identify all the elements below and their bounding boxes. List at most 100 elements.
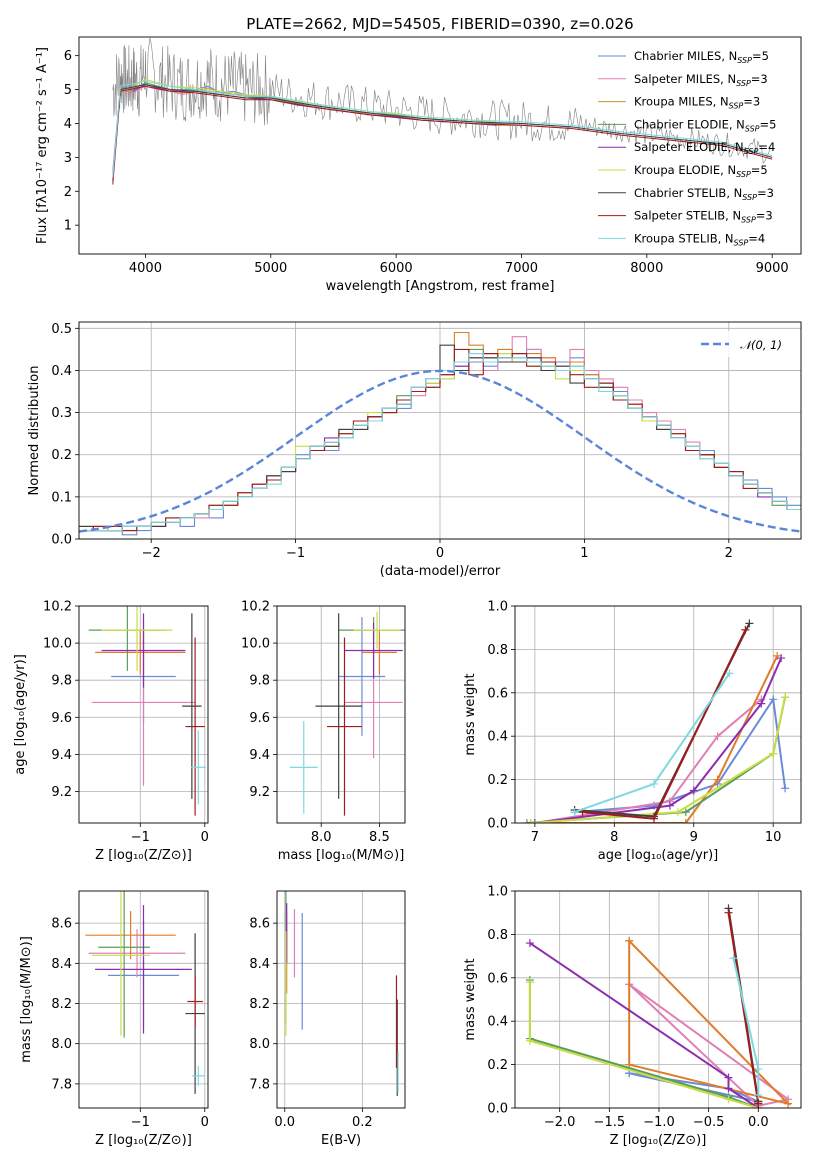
y-tick-label: 6 <box>64 49 72 64</box>
legend-label-count: =3 <box>757 186 774 200</box>
legend-label: Kroupa ELODIE, NSSP=5 <box>634 163 768 179</box>
mass-weight-marker <box>525 978 534 987</box>
mass-weight-marker <box>784 1099 793 1108</box>
plot-area <box>112 37 773 185</box>
axes-frame <box>514 890 802 1109</box>
errorbar-point <box>344 622 403 679</box>
mass-weight-line <box>628 940 792 1106</box>
mass-weight-marker <box>681 819 690 823</box>
x-tick-label: −1.5 <box>594 1115 626 1130</box>
y-tick-label: 0.2 <box>487 773 508 788</box>
mass-weight-marker <box>525 1036 534 1045</box>
mass-weight-marker <box>777 654 786 663</box>
mass-weight-marker <box>724 1095 733 1104</box>
panel-mass_vs_Z: −1 0 7.8 8.0 8.2 8.4 8.6 Z [log₁₀(Z/Z⊙)] mass [l… <box>19 890 209 1148</box>
plot-area <box>88 606 207 816</box>
legend-label-text: Salpeter ELODIE, N <box>634 140 744 154</box>
y-tick-label: 7.8 <box>51 1077 72 1092</box>
legend-label-count: =3 <box>751 72 768 86</box>
errorbar-point <box>88 929 186 978</box>
legend-label: Kroupa STELIB, NSSP=4 <box>634 231 765 247</box>
legend-label-count: =4 <box>758 140 775 154</box>
plot-area <box>525 904 793 1108</box>
plot-area <box>289 611 405 816</box>
x-tick-label: 0.0 <box>274 1115 295 1130</box>
y-tick-label: 9.8 <box>249 674 270 689</box>
legend: 𝒩(0, 1) <box>690 331 794 357</box>
y-axis-label: mass weight <box>463 673 478 755</box>
axes-frame <box>514 605 802 824</box>
errorbar-point <box>315 613 362 799</box>
y-tick-label: 0.0 <box>487 1102 508 1117</box>
figure-title: PLATE=2662, MJD=54505, FIBERID=0390, z=0… <box>246 15 633 33</box>
gaussian-reference-curve <box>79 369 801 533</box>
legend-label-text: Salpeter MILES, N <box>634 72 736 86</box>
legend-label: Kroupa MILES, NSSP=3 <box>634 95 760 111</box>
legend-label-text: Chabrier ELODIE, N <box>634 117 745 131</box>
mass-weight-marker <box>713 775 722 784</box>
y-tick-label: 10.2 <box>43 600 72 615</box>
y-tick-label: 1 <box>64 219 72 234</box>
errorbar-point <box>187 975 203 1028</box>
errorbar-point <box>182 613 202 799</box>
y-tick-label: 0.4 <box>51 364 72 379</box>
mass-weight-marker <box>650 779 659 788</box>
histogram-step <box>79 348 801 532</box>
x-tick-label: 7 <box>531 830 539 845</box>
y-tick-label: 8.6 <box>249 917 270 932</box>
y-tick-label: 8.2 <box>51 997 72 1012</box>
x-tick-label: −0.5 <box>693 1115 725 1130</box>
legend-label-subscript: SSP <box>736 170 751 179</box>
y-tick-label: 1.0 <box>487 600 508 615</box>
legend-label: Salpeter ELODIE, NSSP=4 <box>634 140 775 156</box>
plot-area <box>285 891 399 1096</box>
x-tick-label: 8.0 <box>311 830 332 845</box>
y-tick-label: 0.0 <box>51 533 72 548</box>
x-tick-label: −2.0 <box>544 1115 576 1130</box>
y-tick-label: 8.4 <box>51 957 72 972</box>
x-tick-label: 1 <box>580 546 588 561</box>
x-tick-label: 7000 <box>505 261 538 276</box>
legend-label-subscript: SSP <box>741 216 756 225</box>
mass-weight-marker <box>724 908 733 917</box>
errorbar-point <box>91 891 150 1036</box>
mass-weight-line <box>528 982 759 1108</box>
mass-weight-marker <box>725 669 734 678</box>
mass-weight-marker <box>745 619 754 628</box>
legend-label-text: Salpeter STELIB, N <box>634 209 741 223</box>
legend-label-count: =5 <box>760 117 777 131</box>
mass-weight-marker <box>769 749 778 758</box>
errorbar-point <box>353 611 401 649</box>
mass-weight-marker <box>625 936 634 945</box>
panel-mass_weight_vs_age: 7 8 9 10 0.0 0.2 0.4 0.6 0.8 1.0 age [log₁₀(age/yr… <box>463 600 802 863</box>
mass-weight-line <box>574 672 731 814</box>
y-tick-label: 8.6 <box>51 917 72 932</box>
y-axis-label: mass [log₁₀(M/M⊙)] <box>19 936 34 1063</box>
legend-label-subscript: SSP <box>745 124 760 133</box>
panel-age_vs_Z: −1 0 9.2 9.4 9.6 9.8 10.0 10.2 Z [log₁₀(Z/Z⊙)] ag… <box>13 600 209 864</box>
legend-label-count: =5 <box>751 163 768 177</box>
y-axis-label: mass weight <box>463 958 478 1040</box>
x-tick-label: 8 <box>610 830 618 845</box>
y-tick-label: 0.5 <box>51 322 72 337</box>
y-axis-label: Normed distribution <box>27 366 42 496</box>
mass-weight-line <box>628 983 791 1107</box>
legend-label: Salpeter MILES, NSSP=3 <box>634 72 768 88</box>
mass-weight-marker <box>650 814 659 823</box>
x-tick-label: −1 <box>286 546 305 561</box>
panels: 4000 5000 6000 7000 8000 9000123456wavelength… <box>13 36 802 1148</box>
errorbar-point <box>101 606 173 671</box>
axes-frame <box>276 890 406 1109</box>
legend-label: Salpeter STELIB, NSSP=3 <box>634 209 773 225</box>
mass-weight-marker <box>570 808 579 817</box>
mass-weight-line <box>574 696 787 814</box>
mass-weight-marker <box>681 808 690 817</box>
grid-lines <box>277 891 405 1108</box>
y-tick-label: 8.4 <box>249 957 270 972</box>
y-tick-label: 0.0 <box>487 817 508 832</box>
axes-frame <box>78 605 209 824</box>
errorbar-point <box>361 630 397 675</box>
y-tick-label: 9.6 <box>249 711 270 726</box>
legend-label-subscript: SSP <box>736 79 751 88</box>
